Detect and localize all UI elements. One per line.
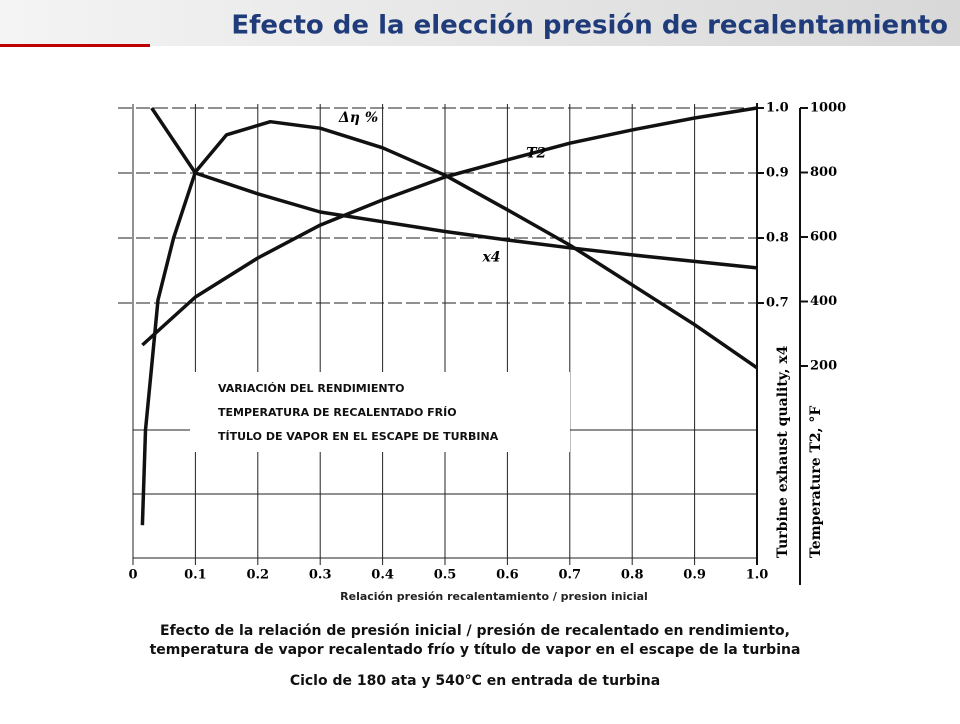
legend: VARIACIÓN DEL RENDIMIENTO TEMPERATURA DE…: [218, 382, 499, 443]
x-tick-label: 1.0: [746, 568, 769, 583]
legend-line: TÍTULO DE VAPOR EN EL ESCAPE DE TURBINA: [218, 430, 499, 443]
series-label: x4: [481, 250, 500, 266]
y2-tick-label: 800: [810, 165, 837, 180]
legend-box: [190, 372, 570, 452]
x-axis-label: Relación presión recalentamiento / presi…: [340, 590, 648, 603]
x-tick-label: 0.7: [558, 568, 581, 583]
x-tick-label: 0.9: [683, 568, 706, 583]
caption-line: temperatura de vapor recalentado frío y …: [150, 642, 801, 658]
x-tick-label: 0: [128, 568, 137, 583]
data-line: [141, 106, 758, 347]
series-label: T2: [526, 146, 546, 162]
subcaption: Ciclo de 180 ata y 540°C en entrada de t…: [290, 673, 660, 689]
header-bar: [0, 0, 960, 46]
y-tick-label: 0.9: [766, 166, 789, 181]
legend-line: VARIACIÓN DEL RENDIMIENTO: [218, 382, 404, 395]
series-label: Δη %: [338, 110, 378, 126]
header-accent: [0, 44, 150, 47]
x-tick-label: 0.1: [184, 568, 207, 583]
caption-line: Efecto de la relación de presión inicial…: [160, 623, 790, 639]
x-tick-label: 0.3: [309, 568, 332, 583]
data-line: [150, 107, 758, 270]
plot-background: [120, 100, 772, 575]
x-tick-label: 0.5: [434, 568, 457, 583]
x-tick-label: 0.2: [246, 568, 269, 583]
x-tick-label: 0.4: [371, 568, 394, 583]
y2-tick-label: 200: [810, 359, 837, 374]
y-tick-label: 0.8: [766, 231, 789, 246]
y2-tick-label: 1000: [810, 101, 846, 116]
slide-title: Efecto de la elección presión de recalen…: [231, 11, 948, 41]
y2-tick-label: 400: [810, 294, 837, 309]
y-tick-label: 0.7: [766, 296, 789, 311]
x-tick-label: 0.8: [621, 568, 644, 583]
legend-line: TEMPERATURA DE RECALENTADO FRÍO: [218, 406, 457, 419]
y-tick-label: 1.0: [766, 101, 789, 116]
y2-axis-label: Temperature T2, °F: [808, 406, 824, 558]
y2-tick-label: 600: [810, 230, 837, 245]
x-tick-label: 0.6: [496, 568, 519, 583]
y-axis-label: Turbine exhaust quality, x4: [775, 345, 791, 558]
